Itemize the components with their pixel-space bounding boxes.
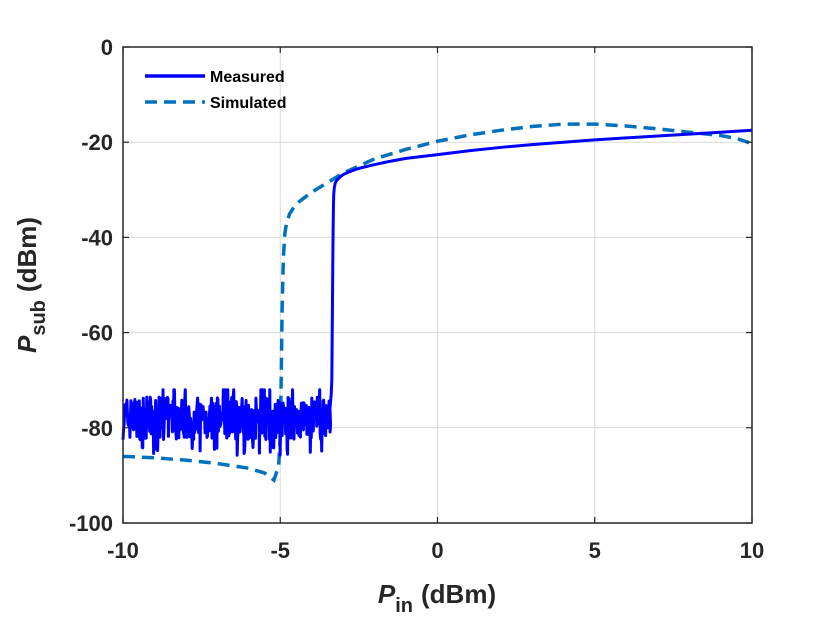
y-axis-label-sub: sub: [28, 300, 50, 336]
y-tick-label: -80: [81, 416, 113, 441]
series-measured-line: [121, 128, 753, 457]
y-axis-label: Psub (dBm): [12, 217, 50, 353]
legend-label-simulated: Simulated: [210, 95, 286, 112]
ticks: [122, 46, 753, 524]
x-tick-label: 0: [431, 538, 443, 563]
x-tick-label: 10: [740, 538, 764, 563]
y-tick-label: -40: [81, 225, 113, 250]
y-tick-label: -100: [69, 511, 113, 536]
y-tick-label: -60: [81, 321, 113, 346]
y-axis-label-main: P: [12, 335, 42, 353]
y-axis-label-unit: (dBm): [12, 217, 42, 292]
y-tick-label: -20: [81, 130, 113, 155]
x-axis-label-main: P: [378, 579, 396, 609]
legend-label-measured: Measured: [210, 69, 285, 86]
series-layer: [121, 122, 753, 484]
series-simulated-line: [122, 122, 753, 484]
x-axis-label-sub: in: [395, 595, 413, 617]
x-axis-label: Pin (dBm): [378, 579, 496, 617]
x-tick-label: 5: [589, 538, 601, 563]
x-tick-label: -5: [270, 538, 290, 563]
tick-labels: -10 -5 0 5 10 0 -20 -40 -60 -80 -100: [69, 35, 764, 563]
x-axis-label-unit: (dBm): [421, 579, 496, 609]
x-tick-label: -10: [107, 538, 139, 563]
legend: Measured Simulated: [145, 69, 286, 112]
y-tick-label: 0: [101, 35, 113, 60]
